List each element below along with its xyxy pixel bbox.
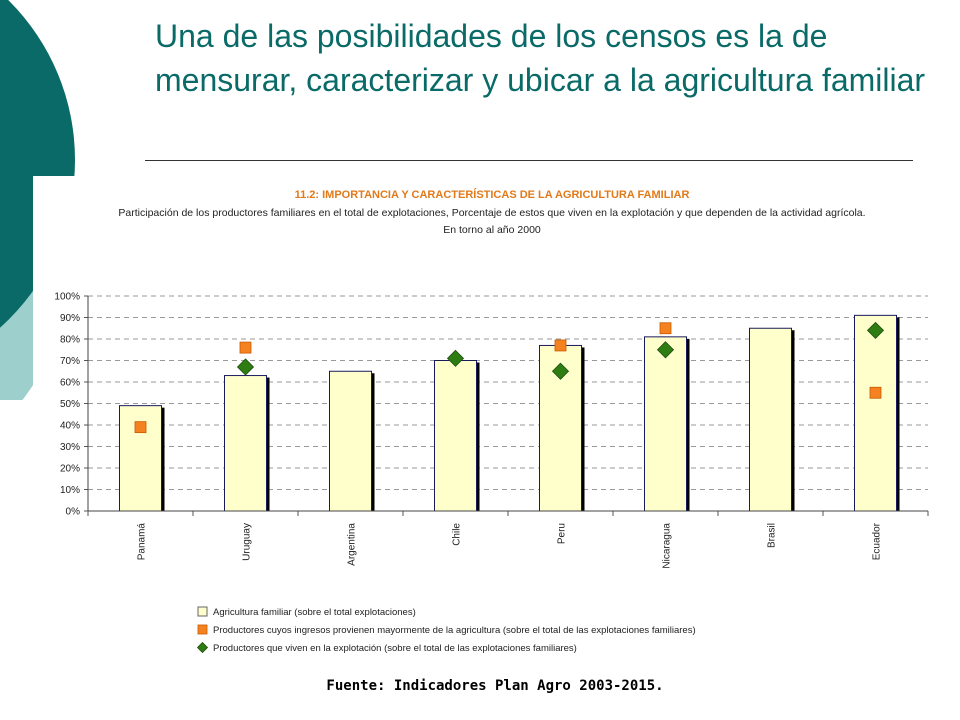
x-tick-label: Peru [557,523,568,544]
title-rule [145,160,913,161]
x-tick-label: Argentina [347,523,358,566]
bar-argentina [329,370,372,512]
chart-background [33,176,938,670]
y-tick-label: 80% [60,335,80,346]
bar-nicaragua [644,336,687,512]
bars [119,314,900,512]
y-tick-label: 90% [60,313,80,324]
chart-subtitle-line-1: Participación de los productores familia… [118,207,865,219]
legend-swatch-bar [197,606,208,617]
bar-ecuador [854,314,897,512]
y-tick-label: 60% [60,378,80,389]
bar-brasil [749,327,792,512]
y-tick-label: 100% [54,292,80,303]
marker-square [239,341,252,354]
marker-square [134,421,147,434]
marker-square [659,322,672,335]
axes [87,296,928,512]
legend-swatch-diamond [196,641,209,654]
bar-chile [434,360,477,512]
legend-label: Agricultura familiar (sobre el total exp… [213,607,416,618]
chart-subtitle-line-2: En torno al año 2000 [443,224,541,236]
chart-title: 11.2: IMPORTANCIA Y CARACTERÍSTICAS DE L… [295,188,690,201]
marker-diamond [866,321,885,339]
y-tick-label: 40% [60,421,80,432]
slide-title: Una de las posibilidades de los censos e… [155,18,926,98]
x-tick-label: Brasil [767,523,778,548]
x-tick-label: Chile [452,523,463,546]
source-note: Fuente: Indicadores Plan Agro 2003-2015. [326,678,664,694]
marker-diamond [236,358,255,376]
marker-diamond [551,362,570,380]
legend-swatch-square [197,624,208,635]
y-tick-label: 70% [60,356,80,367]
marker-square [554,339,567,352]
y-tick-label: 10% [60,485,80,496]
x-tick-label: Ecuador [872,522,883,560]
y-tick-label: 30% [60,442,80,453]
marker-diamond [656,341,675,359]
marker-diamond [446,349,465,367]
marker-square [869,386,882,399]
y-tick-label: 20% [60,464,80,475]
legend-label: Productores cuyos ingresos provienen may… [213,625,696,636]
x-tick-label: Panamá [137,523,148,561]
legend-label: Productores que viven en la explotación … [213,643,577,654]
markers [134,321,885,434]
x-tick-label: Uruguay [242,523,253,561]
y-tick-label: 50% [60,399,80,410]
legend: Agricultura familiar (sobre el total exp… [196,606,696,654]
y-tick-label: 0% [66,507,81,518]
y-axis-ticks: 0% 10% 20% 30% 40% 50% 60% 70% 80% 90% 100% [54,292,88,518]
bar-uruguay [224,375,267,512]
x-axis-labels: Panamá Uruguay Argentina Chile Peru Nicaragua… [87,511,929,569]
x-tick-label: Nicaragua [662,523,673,569]
